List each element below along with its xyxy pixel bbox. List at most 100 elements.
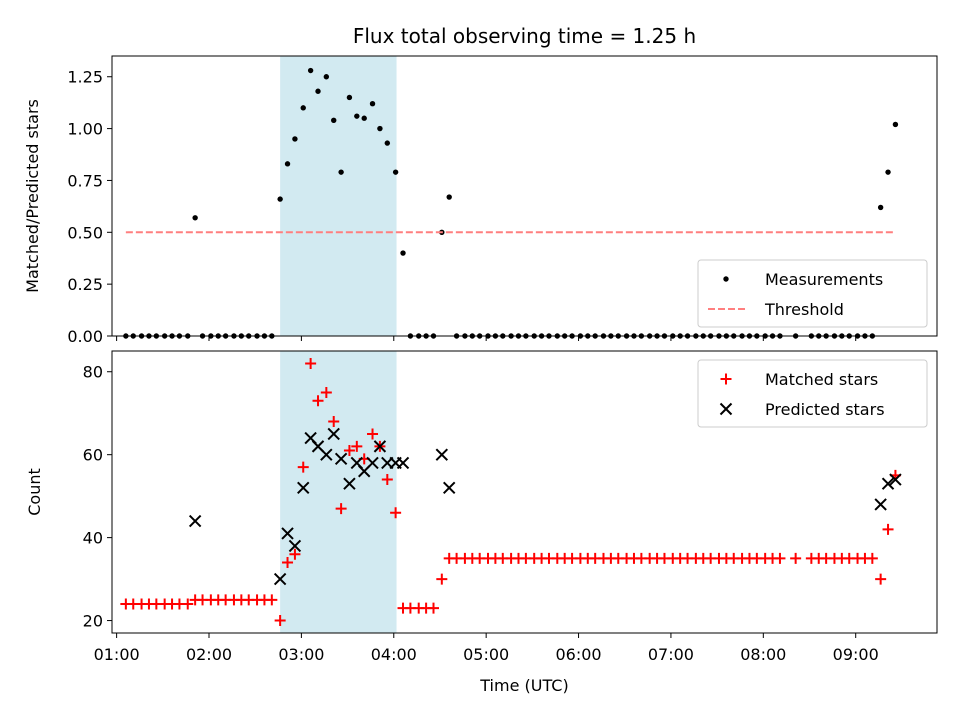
ratio-panel: 0.00 0.25 0.50 0.75 1.00 1.25 Matched/Predict…	[23, 55, 938, 346]
matched-stars-point	[436, 573, 448, 585]
x-tick-label: 08:00	[740, 645, 786, 664]
predicted-stars-point	[373, 440, 387, 453]
measurements-point	[300, 105, 306, 111]
y-tick-label: 20	[83, 612, 103, 631]
ratio-y-axis-label: Matched/Predicted stars	[23, 99, 42, 293]
ratio-plot-frame	[111, 55, 938, 337]
predicted-stars-point	[889, 473, 902, 486]
measurements-point	[277, 196, 283, 202]
legend-label: Threshold	[764, 300, 844, 319]
predicted-stars-point	[188, 514, 202, 528]
count-plot-frame	[111, 350, 938, 634]
measurements-point	[892, 121, 899, 128]
measurements-point	[346, 94, 353, 101]
matched-stars-point	[875, 573, 887, 585]
count-series	[120, 357, 902, 627]
x-tick-label: 01:00	[94, 645, 140, 664]
y-tick-label: 0.25	[67, 275, 103, 294]
count-x-ticks: 01:00 02:00 03:00 04:00 05:00 06:00 07:00 08:00…	[94, 633, 879, 664]
measurements-point	[338, 169, 344, 175]
matched-stars-point	[774, 552, 786, 564]
predicted-stars-point	[366, 456, 379, 470]
legend-label: Predicted stars	[765, 400, 885, 419]
predicted-stars-point	[288, 539, 302, 553]
x-tick-label: 07:00	[648, 645, 694, 664]
measurements-point	[292, 136, 298, 142]
legend-box	[697, 259, 928, 328]
predicted-stars-point	[881, 477, 895, 490]
legend-measurements-swatch	[723, 276, 729, 282]
count-y-axis-label: Count	[25, 468, 44, 516]
predicted-stars-point	[334, 452, 348, 466]
predicted-stars-point	[396, 456, 410, 470]
y-tick-label: 0.50	[67, 223, 103, 242]
legend-label: Matched stars	[765, 370, 878, 389]
measurements-point	[369, 101, 376, 107]
matched-stars-point	[790, 552, 802, 564]
x-tick-label: 06:00	[555, 645, 601, 664]
x-axis-label: Time (UTC)	[479, 676, 568, 695]
predicted-stars-point	[320, 448, 333, 461]
legend-box	[697, 359, 928, 428]
measurements-point	[331, 117, 337, 123]
measurements-point	[446, 194, 452, 200]
observing-window-shade-bottom	[280, 351, 397, 633]
measurements-point	[307, 67, 314, 74]
matched-stars-point	[343, 445, 355, 457]
matched-stars-point	[297, 461, 309, 473]
measurements-point	[192, 215, 198, 221]
chart-title: Flux total observing time = 1.25 h	[353, 24, 696, 48]
measurements-point	[284, 161, 291, 167]
matched-stars-point	[274, 615, 286, 627]
measurements-point	[315, 88, 321, 94]
measurements-point	[885, 169, 891, 175]
matched-stars-point	[428, 602, 440, 614]
matched-stars-point	[266, 594, 278, 606]
matched-stars-point	[367, 428, 379, 440]
matched-stars-point	[282, 557, 294, 568]
matched-stars-point	[320, 386, 332, 398]
measurements-point	[400, 250, 406, 256]
predicted-stars-point	[327, 427, 340, 441]
y-tick-label: 0.00	[67, 327, 103, 346]
matched-stars-point	[390, 507, 402, 519]
predicted-stars-point	[281, 527, 294, 540]
y-tick-label: 40	[83, 529, 103, 548]
ratio-y-ticks: 0.00 0.25 0.50 0.75 1.00 1.25	[67, 68, 112, 346]
matched-stars-point	[882, 523, 894, 535]
measurements-point	[877, 204, 884, 211]
predicted-stars-point	[442, 481, 456, 495]
matched-stars-point	[335, 503, 347, 515]
y-tick-label: 60	[83, 446, 103, 465]
x-tick-label: 02:00	[186, 645, 232, 664]
matched-stars-point	[381, 474, 393, 486]
observing-window-shade-top	[280, 56, 397, 336]
matched-stars-point	[182, 598, 194, 610]
predicted-stars-point	[874, 498, 887, 511]
predicted-stars-point	[435, 448, 449, 461]
measurements-point	[323, 74, 330, 80]
predicted-stars-point	[297, 481, 310, 495]
legend-matched-stars-swatch	[720, 373, 732, 385]
legend-predicted-stars-swatch	[719, 402, 733, 416]
x-tick-label: 03:00	[278, 645, 324, 664]
y-tick-label: 0.75	[67, 171, 103, 190]
matched-stars-point	[305, 357, 317, 369]
legend-label: Measurements	[765, 270, 883, 289]
measurements-point	[377, 125, 383, 132]
predicted-stars-point	[273, 572, 287, 586]
matched-stars-point	[351, 440, 363, 452]
x-tick-label: 05:00	[463, 645, 509, 664]
count-y-ticks: 20 40 60 80	[83, 363, 112, 631]
y-tick-label: 1.00	[67, 120, 103, 139]
x-tick-label: 09:00	[833, 645, 879, 664]
matched-stars-point	[289, 548, 301, 560]
measurements-point	[361, 115, 367, 121]
measurements-point	[354, 113, 360, 119]
measurements-point	[392, 169, 399, 175]
matched-stars-point	[312, 395, 324, 407]
measurements-point	[384, 140, 391, 146]
ratio-legend: Measurements Threshold	[697, 259, 928, 328]
matched-stars-point	[866, 552, 878, 564]
